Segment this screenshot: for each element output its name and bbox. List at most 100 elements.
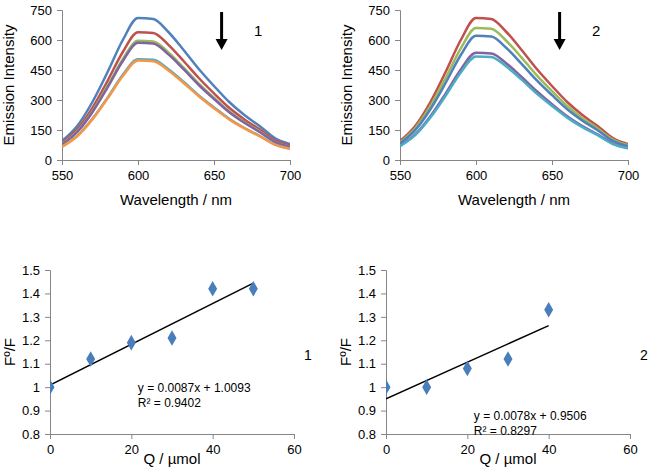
tick-label: 550 bbox=[390, 168, 412, 183]
point bbox=[208, 281, 217, 297]
tick-mark bbox=[57, 130, 62, 131]
tick-label: 40 bbox=[542, 442, 556, 457]
point bbox=[422, 379, 431, 395]
tick-mark bbox=[381, 434, 386, 435]
tick-mark bbox=[57, 100, 62, 101]
tick-mark bbox=[630, 434, 631, 439]
tick-label: 1.3 bbox=[358, 310, 376, 325]
tick-label: 0 bbox=[383, 442, 390, 457]
tick-label: 300 bbox=[368, 93, 390, 108]
tick-label: 1.3 bbox=[22, 310, 40, 325]
tick: 650 bbox=[542, 160, 564, 183]
tick-mark bbox=[45, 340, 50, 341]
spectrum-line bbox=[62, 61, 290, 149]
tick-label: 1.1 bbox=[22, 356, 40, 371]
plot-area bbox=[50, 281, 258, 395]
tick-label: 1.5 bbox=[22, 263, 40, 278]
x-axis-title: Wavelength / nm bbox=[458, 191, 570, 208]
tick-label: 0.9 bbox=[358, 403, 376, 418]
tick: 600 bbox=[128, 160, 150, 183]
tick-mark bbox=[138, 160, 139, 165]
tick: 650 bbox=[204, 160, 226, 183]
plot-area bbox=[400, 18, 628, 148]
tick-label: 150 bbox=[368, 123, 390, 138]
axis-line bbox=[45, 271, 51, 435]
axis-line bbox=[395, 11, 401, 161]
tick-mark bbox=[45, 411, 50, 412]
tick-mark bbox=[45, 364, 50, 365]
tick-mark bbox=[628, 160, 629, 165]
equation: y = 0.0087x + 1.0093 bbox=[138, 381, 251, 395]
tick: 700 bbox=[618, 160, 640, 183]
point bbox=[504, 351, 513, 367]
tick-mark bbox=[57, 40, 62, 41]
tick-label: 750 bbox=[368, 3, 390, 18]
spectrum-line bbox=[62, 59, 290, 148]
tick: 700 bbox=[280, 160, 302, 183]
tick-mark bbox=[213, 434, 214, 439]
y-axis-title: Emission Intensity bbox=[0, 24, 17, 145]
tick-label: 450 bbox=[368, 63, 390, 78]
tick: 0.8 bbox=[358, 427, 386, 442]
tick: 600 bbox=[368, 33, 400, 48]
tick-label: 60 bbox=[287, 442, 301, 457]
tick: 1.4 bbox=[22, 286, 50, 301]
tick: 40 bbox=[542, 434, 556, 457]
tick: 1 bbox=[369, 380, 386, 395]
tick: 0 bbox=[383, 434, 390, 457]
spectrum-line bbox=[62, 43, 290, 147]
tick-label: 550 bbox=[52, 168, 74, 183]
tick-mark bbox=[549, 434, 550, 439]
tick: 1.2 bbox=[358, 333, 386, 348]
axis: 550 600 650 700 bbox=[52, 160, 302, 183]
axis: 0150300450600750 bbox=[30, 3, 62, 168]
tick-label: 1.5 bbox=[358, 263, 376, 278]
tick: 1.1 bbox=[22, 356, 50, 371]
tick: 1.5 bbox=[358, 263, 386, 278]
tick-label: 700 bbox=[280, 168, 302, 183]
tick-mark bbox=[57, 160, 62, 161]
tick-mark bbox=[467, 434, 468, 439]
tick-mark bbox=[552, 160, 553, 165]
tick-label: 20 bbox=[461, 442, 475, 457]
point bbox=[86, 351, 95, 367]
panel: 02040600.80.911.11.21.31.41.5y = 0.0078x… bbox=[337, 263, 648, 467]
tick: 40 bbox=[206, 434, 220, 457]
tick-label: 0 bbox=[47, 442, 54, 457]
axis: 0 150 300 450 600 750 bbox=[368, 3, 400, 168]
tick-label: 150 bbox=[30, 123, 52, 138]
tick-label: 450 bbox=[30, 63, 52, 78]
tick: 550 bbox=[52, 160, 74, 183]
tick-label: 1 bbox=[33, 380, 40, 395]
tick-mark bbox=[57, 70, 62, 71]
y-axis-title: Emission Intensity bbox=[338, 24, 355, 145]
panel-label: 2 bbox=[592, 22, 600, 39]
tick-mark bbox=[395, 160, 400, 161]
tick-label: 0 bbox=[45, 153, 52, 168]
tick: 0 bbox=[47, 434, 54, 457]
tick: 1 bbox=[33, 380, 50, 395]
tick: 1.3 bbox=[22, 310, 50, 325]
tick-label: 600 bbox=[128, 168, 150, 183]
tick-label: 1.1 bbox=[358, 356, 376, 371]
tick-mark bbox=[45, 434, 50, 435]
tick: 1.5 bbox=[22, 263, 50, 278]
spectrum-line bbox=[400, 56, 628, 148]
axis-line bbox=[401, 161, 629, 166]
tick-label: 0.8 bbox=[22, 427, 40, 442]
point bbox=[168, 330, 177, 346]
tick-label: 650 bbox=[542, 168, 564, 183]
tick-mark bbox=[131, 434, 132, 439]
tick: 1.3 bbox=[358, 310, 386, 325]
tick: 750 bbox=[30, 3, 62, 18]
tick: 20 bbox=[125, 434, 139, 457]
y-axis-title: Fº/F bbox=[337, 338, 354, 366]
axis-line bbox=[51, 435, 295, 440]
tick-mark bbox=[381, 293, 386, 294]
tick-mark bbox=[381, 387, 386, 388]
r-squared: R² = 0.8297 bbox=[474, 424, 537, 438]
tick: 600 bbox=[30, 33, 62, 48]
tick-label: 600 bbox=[466, 168, 488, 183]
axis: 550 600 650 700 bbox=[390, 160, 640, 183]
tick: 0 bbox=[383, 153, 400, 168]
